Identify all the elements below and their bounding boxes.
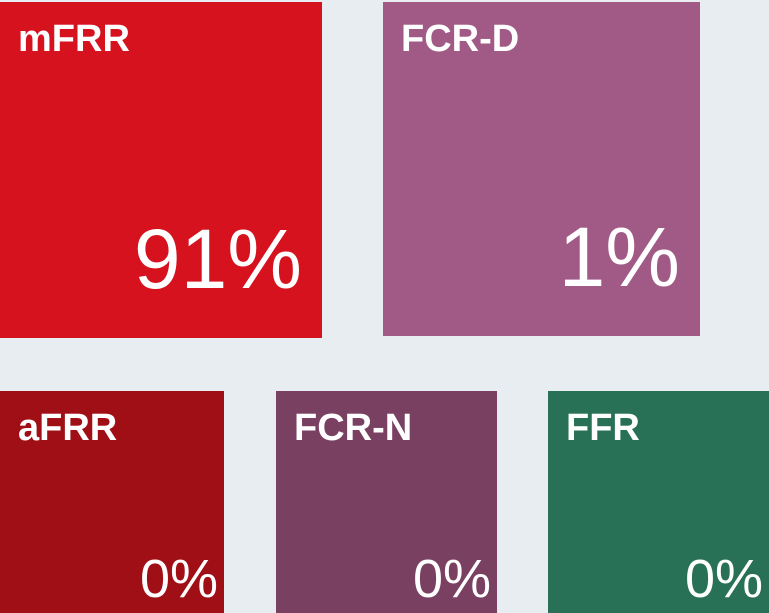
tile: mFRR 91%	[0, 2, 322, 338]
tile: FCR-N 0%	[276, 391, 497, 613]
tile-label: FCR-D	[401, 18, 520, 60]
tile-value: 91%	[133, 212, 302, 306]
tile-value: 0%	[139, 549, 218, 609]
tile-value: 0%	[412, 549, 491, 609]
tile: FCR-D 1%	[383, 2, 700, 336]
tile-label: FFR	[566, 407, 640, 449]
tile-label: aFRR	[18, 407, 118, 449]
tile: aFRR 0%	[0, 391, 224, 613]
tile-value: 0%	[684, 549, 763, 609]
tile-label: FCR-N	[294, 407, 413, 449]
tile-value: 1%	[558, 210, 680, 304]
tile: FFR 0%	[548, 391, 769, 613]
tile-label: mFRR	[18, 18, 130, 60]
